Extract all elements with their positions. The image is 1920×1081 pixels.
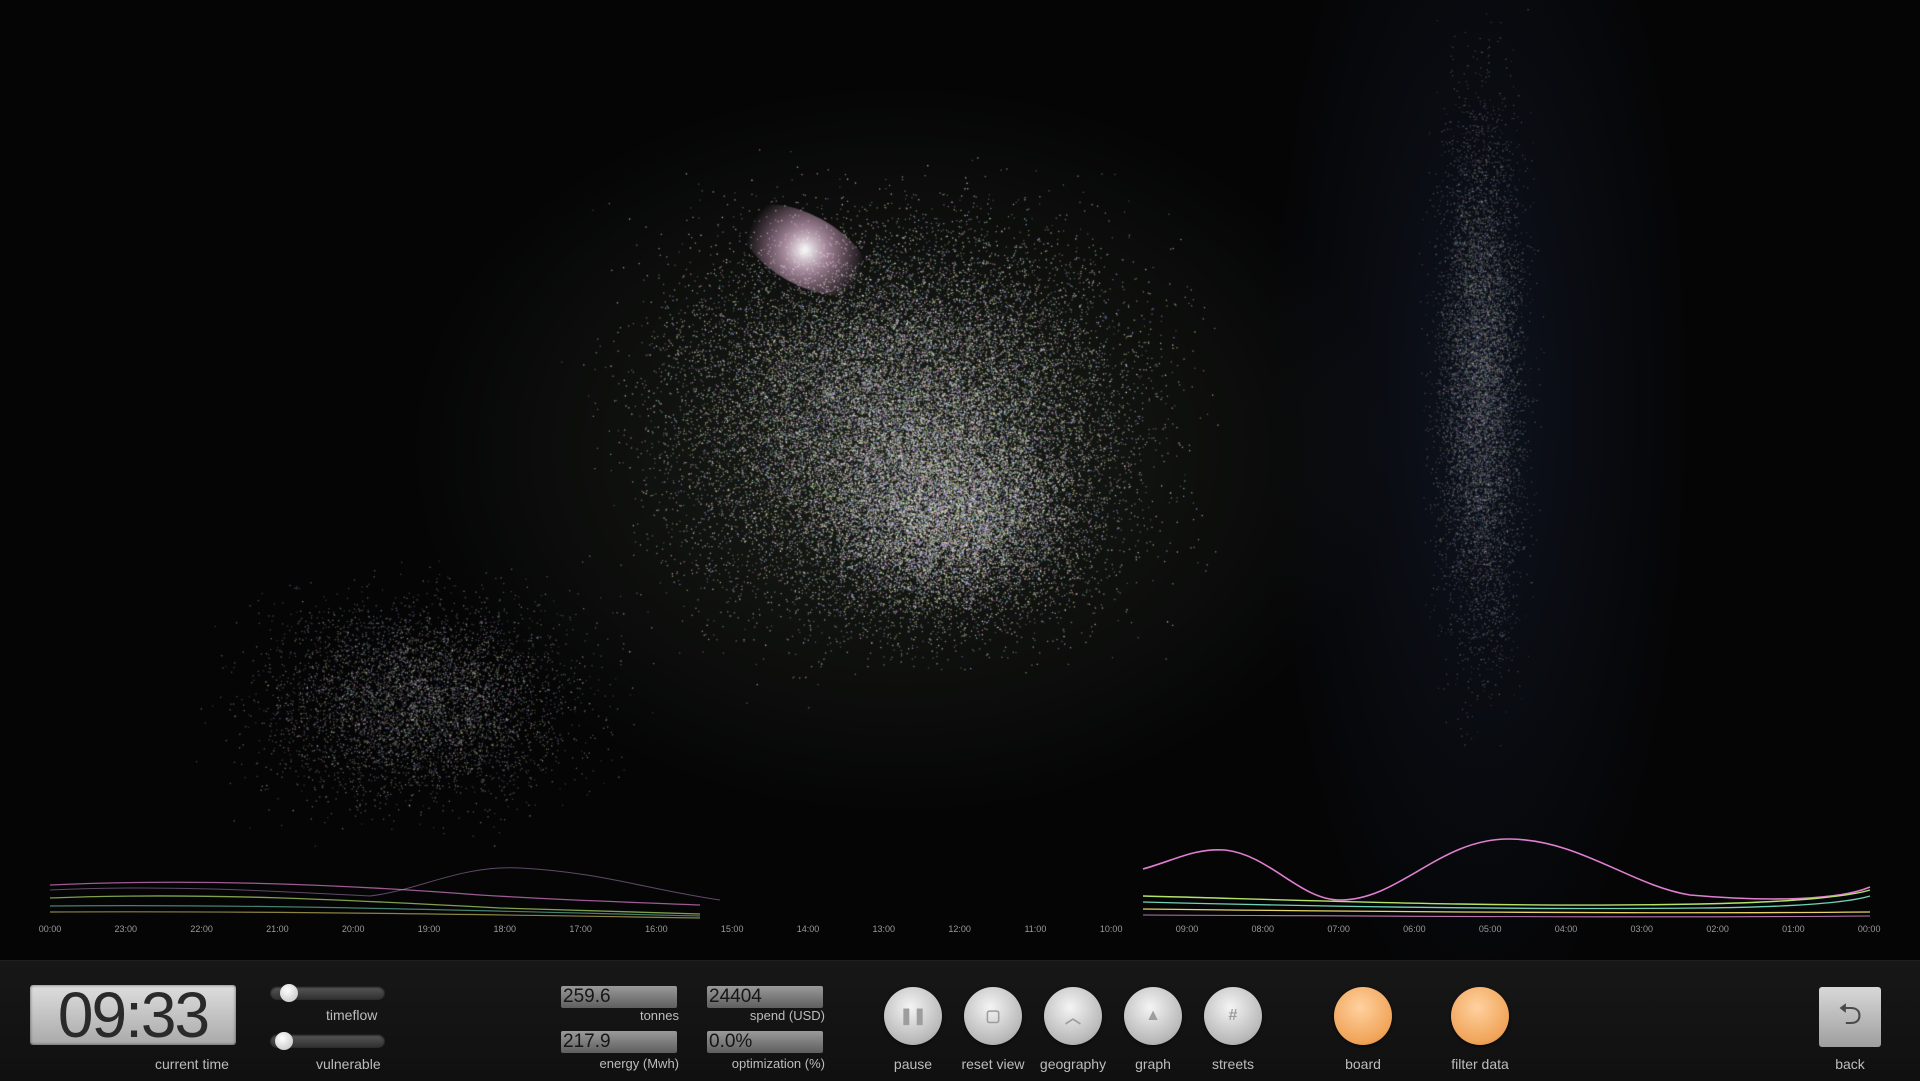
pause-label: pause bbox=[893, 1056, 933, 1072]
optimization-label: optimization (%) bbox=[731, 1056, 825, 1071]
graph-icon: ▲ bbox=[1145, 1007, 1161, 1024]
streets-icon: # bbox=[1228, 1007, 1238, 1024]
board-button[interactable] bbox=[1334, 987, 1392, 1045]
timeline-right-tick-label: 06:00 bbox=[1403, 924, 1426, 934]
particle-canvas[interactable] bbox=[0, 0, 1920, 960]
timeline-left-tick-label: 19:00 bbox=[418, 924, 441, 934]
timeline-right-tick-label: 07:00 bbox=[1327, 924, 1350, 934]
energy-value: 217.9 bbox=[561, 1031, 677, 1053]
control-bar: 09:33 current time timeflow vulnerable 2… bbox=[0, 960, 1920, 1081]
spend-label: spend (USD) bbox=[749, 1008, 825, 1023]
timeline-left-tick-label: 11:00 bbox=[1024, 924, 1046, 934]
timeline-right-tick-label: 02:00 bbox=[1706, 924, 1729, 934]
filter-data-button[interactable] bbox=[1451, 987, 1509, 1045]
spend-value: 24404 bbox=[707, 986, 823, 1008]
optimization-value: 0.0% bbox=[707, 1031, 823, 1053]
pause-button[interactable]: ❚❚ bbox=[884, 987, 942, 1045]
tonnes-label: tonnes bbox=[639, 1008, 679, 1023]
timeline-left-tick-label: 18:00 bbox=[494, 924, 517, 934]
timeline-left-tick-label: 14:00 bbox=[797, 924, 820, 934]
reset-view-icon: ▢ bbox=[985, 1008, 1001, 1025]
timeline-right-tick-label: 01:00 bbox=[1782, 924, 1805, 934]
timeline-left-tick-label: 20:00 bbox=[342, 924, 365, 934]
back-arrow-icon: ⮌ bbox=[1837, 997, 1863, 1031]
reset-view-label: reset view bbox=[961, 1056, 1025, 1072]
timeline-chart: 00:00 23:00 22:00 21:00 20:00 19:00 18:00 17:00… bbox=[39, 838, 1881, 934]
energy-label: energy (Mwh) bbox=[599, 1056, 679, 1071]
back-label: back bbox=[1835, 1056, 1865, 1072]
particle-visualization[interactable] bbox=[0, 0, 1920, 960]
current-time-display: 09:33 bbox=[30, 983, 236, 1047]
timeline-left-tick-label: 23:00 bbox=[115, 924, 138, 934]
filter-data-label: filter data bbox=[1451, 1056, 1509, 1072]
vulnerable-slider-knob[interactable] bbox=[274, 1032, 293, 1050]
timeline-left-tick-label: 22:00 bbox=[190, 924, 213, 934]
timeline-right-tick-label: 00:00 bbox=[1858, 924, 1881, 934]
streets-label: streets bbox=[1211, 1056, 1254, 1072]
pause-icon: ❚❚ bbox=[899, 1008, 927, 1025]
timeline-left-tick-label: 12:00 bbox=[948, 924, 971, 934]
timeflow-slider[interactable] bbox=[270, 984, 385, 1002]
tonnes-value: 259.6 bbox=[561, 986, 677, 1008]
timeline-left-tick-label: 21:00 bbox=[266, 924, 289, 934]
vulnerable-label: vulnerable bbox=[316, 1056, 381, 1072]
current-time-label: current time bbox=[155, 1056, 229, 1072]
timeline-right-ticks: 09:00 08:00 07:00 06:00 05:00 04:00 03:00 02:00… bbox=[1176, 924, 1881, 934]
streets-button[interactable]: # bbox=[1204, 987, 1262, 1045]
graph-label: graph bbox=[1135, 1056, 1171, 1072]
timeline-right-tick-label: 09:00 bbox=[1176, 924, 1199, 934]
reset-view-button[interactable]: ▢ bbox=[964, 987, 1022, 1045]
timeflow-slider-knob[interactable] bbox=[279, 984, 298, 1002]
timeline-left-ticks: 00:00 23:00 22:00 21:00 20:00 19:00 18:00 17:00… bbox=[39, 924, 1123, 934]
geography-icon: ︿ bbox=[1064, 1010, 1081, 1027]
timeline-right-tick-label: 05:00 bbox=[1479, 924, 1502, 934]
geography-button[interactable]: ︿ bbox=[1044, 987, 1102, 1045]
timeline-left-tick-label: 16:00 bbox=[645, 924, 668, 934]
timeline-left-tick-label: 00:00 bbox=[39, 924, 62, 934]
timeline-right-tick-label: 04:00 bbox=[1555, 924, 1578, 934]
back-button[interactable]: ⮌ bbox=[1819, 987, 1881, 1047]
timeline-left-tick-label: 13:00 bbox=[873, 924, 896, 934]
geography-label: geography bbox=[1039, 1056, 1107, 1072]
timeline-left-series bbox=[49, 867, 721, 919]
timeline-left-tick-label: 17:00 bbox=[569, 924, 592, 934]
timeline-right-tick-label: 03:00 bbox=[1631, 924, 1654, 934]
timeline-right-series bbox=[1142, 838, 1871, 918]
vulnerable-slider[interactable] bbox=[270, 1032, 385, 1050]
timeline-left-tick-label: 15:00 bbox=[721, 924, 744, 934]
timeline-left-tick-label: 10:00 bbox=[1100, 924, 1123, 934]
graph-button[interactable]: ▲ bbox=[1124, 987, 1182, 1045]
board-label: board bbox=[1345, 1056, 1381, 1072]
timeflow-label: timeflow bbox=[326, 1007, 378, 1023]
timeline-right-tick-label: 08:00 bbox=[1252, 924, 1275, 934]
